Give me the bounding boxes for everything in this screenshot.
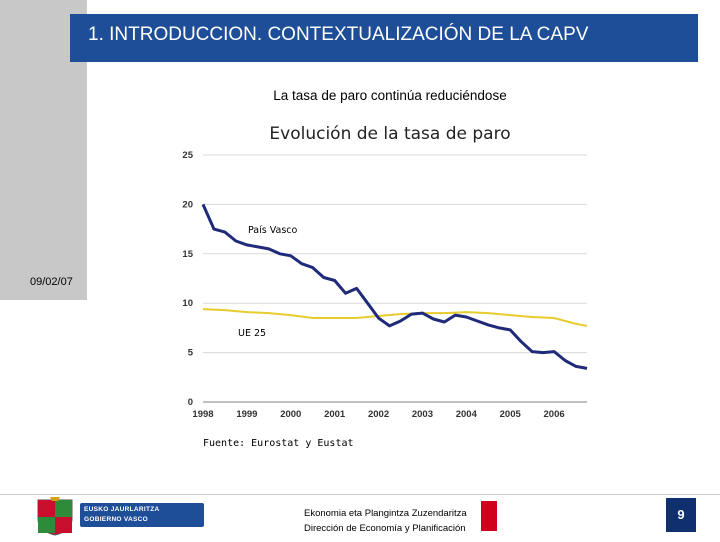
coat-of-arms-icon: [37, 497, 73, 536]
x-tick-label: 2003: [412, 409, 433, 420]
x-tick-label: 2000: [280, 409, 301, 420]
unemployment-line-chart: 0 5 10 15 20 25 1998 1999 2000 2001 2002 2003 2004 2…: [182, 150, 588, 420]
footer-line-2: Dirección de Economía y Planificación: [304, 523, 466, 534]
y-tick-label: 20: [182, 199, 193, 210]
x-tick-label: 1998: [192, 409, 213, 420]
slide-subtitle: La tasa de paro continúa reduciéndose: [273, 88, 507, 103]
series-label-pais-vasco: País Vasco: [248, 225, 297, 236]
series-line-pais-vasco: [201, 203, 588, 370]
logo-text-box: [80, 503, 204, 527]
logo-line-1: EUSKO JAURLARITZA: [84, 506, 160, 513]
page-number: 9: [666, 498, 696, 532]
series-label-ue25: UE 25: [238, 328, 266, 339]
x-tick-label: 1999: [236, 409, 257, 420]
title-bar: 1. INTRODUCCION. CONTEXTUALIZACIÓN DE LA…: [70, 14, 698, 62]
x-tick-label: 2002: [368, 409, 389, 420]
x-tick-label: 2004: [456, 409, 478, 420]
y-tick-label: 15: [182, 249, 193, 260]
x-tick-label: 2006: [544, 409, 565, 420]
slide-title: 1. INTRODUCCION. CONTEXTUALIZACIÓN DE LA…: [88, 24, 589, 45]
x-tick-label: 2005: [500, 409, 522, 420]
footer-line-1: Ekonomia eta Plangintza Zuzendaritza: [304, 508, 467, 519]
y-tick-label: 5: [188, 348, 194, 359]
y-tick-label: 10: [182, 298, 193, 309]
series-line-ue25: [202, 308, 588, 327]
chart-title: Evolución de la tasa de paro: [269, 124, 511, 144]
x-tick-label: 2001: [324, 409, 346, 420]
logo-line-2: GOBIERNO VASCO: [84, 516, 149, 523]
source-note: Fuente: Eurostat y Eustat: [203, 438, 354, 449]
slide-date: 09/02/07: [30, 276, 73, 288]
footer-divider: [0, 494, 720, 495]
footer-text: Ekonomia eta Plangintza Zuzendaritza Dir…: [304, 506, 467, 536]
y-tick-label: 25: [182, 150, 193, 161]
y-tick-label: 0: [188, 397, 193, 408]
red-accent-square: [481, 501, 497, 531]
gobierno-vasco-logo: EUSKO JAURLARITZA GOBIERNO VASCO: [34, 497, 204, 537]
